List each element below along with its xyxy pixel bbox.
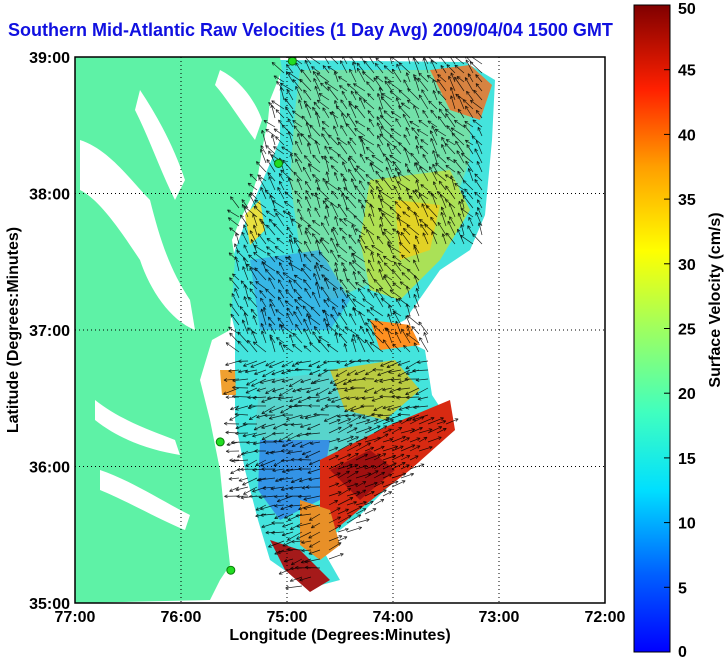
radar-station-marker: [226, 565, 236, 575]
gridlines: [75, 57, 605, 603]
radar-station-marker: [287, 57, 297, 66]
x-tick-label: 72:00: [585, 609, 626, 626]
y-tick-label: 39:00: [29, 50, 70, 67]
colorbar-tick-label: 5: [678, 580, 687, 597]
x-tick-label: 77:00: [55, 609, 96, 626]
plot-title: Southern Mid-Atlantic Raw Velocities (1 …: [8, 20, 613, 40]
x-tick-label: 73:00: [479, 609, 520, 626]
land: [75, 57, 282, 603]
y-tick-label: 37:00: [29, 323, 70, 340]
velocity-field: [220, 60, 495, 592]
radar-station-marker: [215, 437, 225, 447]
x-tick-label: 76:00: [161, 609, 202, 626]
y-axis-label: Latitude (Degrees:Minutes): [5, 227, 22, 433]
x-tick-labels: 77:00 76:00 75:00 74:00 73:00 72:00: [55, 609, 626, 626]
y-tick-label: 35:00: [29, 596, 70, 613]
x-tick-label: 74:00: [373, 609, 414, 626]
colorbar-label: Surface Velocity (cm/s): [707, 212, 724, 387]
colorbar-tick-label: 0: [678, 644, 687, 659]
y-tick-label: 36:00: [29, 460, 70, 477]
colorbar-tick-label: 40: [678, 127, 696, 144]
x-axis-label: Longitude (Degrees:Minutes): [229, 627, 450, 644]
colorbar-tick-label: 20: [678, 386, 696, 403]
colorbar-ticks: 0 5 10 15 20 25 30 35 40 45 50: [664, 1, 696, 659]
radar-station-marker: [274, 158, 284, 168]
y-tick-label: 38:00: [29, 187, 70, 204]
colorbar-tick-label: 50: [678, 1, 696, 18]
colorbar-tick-label: 30: [678, 257, 696, 274]
colorbar-tick-label: 15: [678, 451, 696, 468]
colorbar-tick-label: 10: [678, 516, 696, 533]
plot-frame: [74, 56, 606, 604]
colorbar-tick-label: 25: [678, 322, 696, 339]
x-tick-label: 75:00: [267, 609, 308, 626]
colorbar-tick-label: 35: [678, 192, 696, 209]
colorbar-tick-label: 45: [678, 63, 696, 80]
y-tick-labels: 35:00 36:00 37:00 38:00 39:00: [29, 50, 70, 613]
radar-stations: [215, 57, 297, 575]
